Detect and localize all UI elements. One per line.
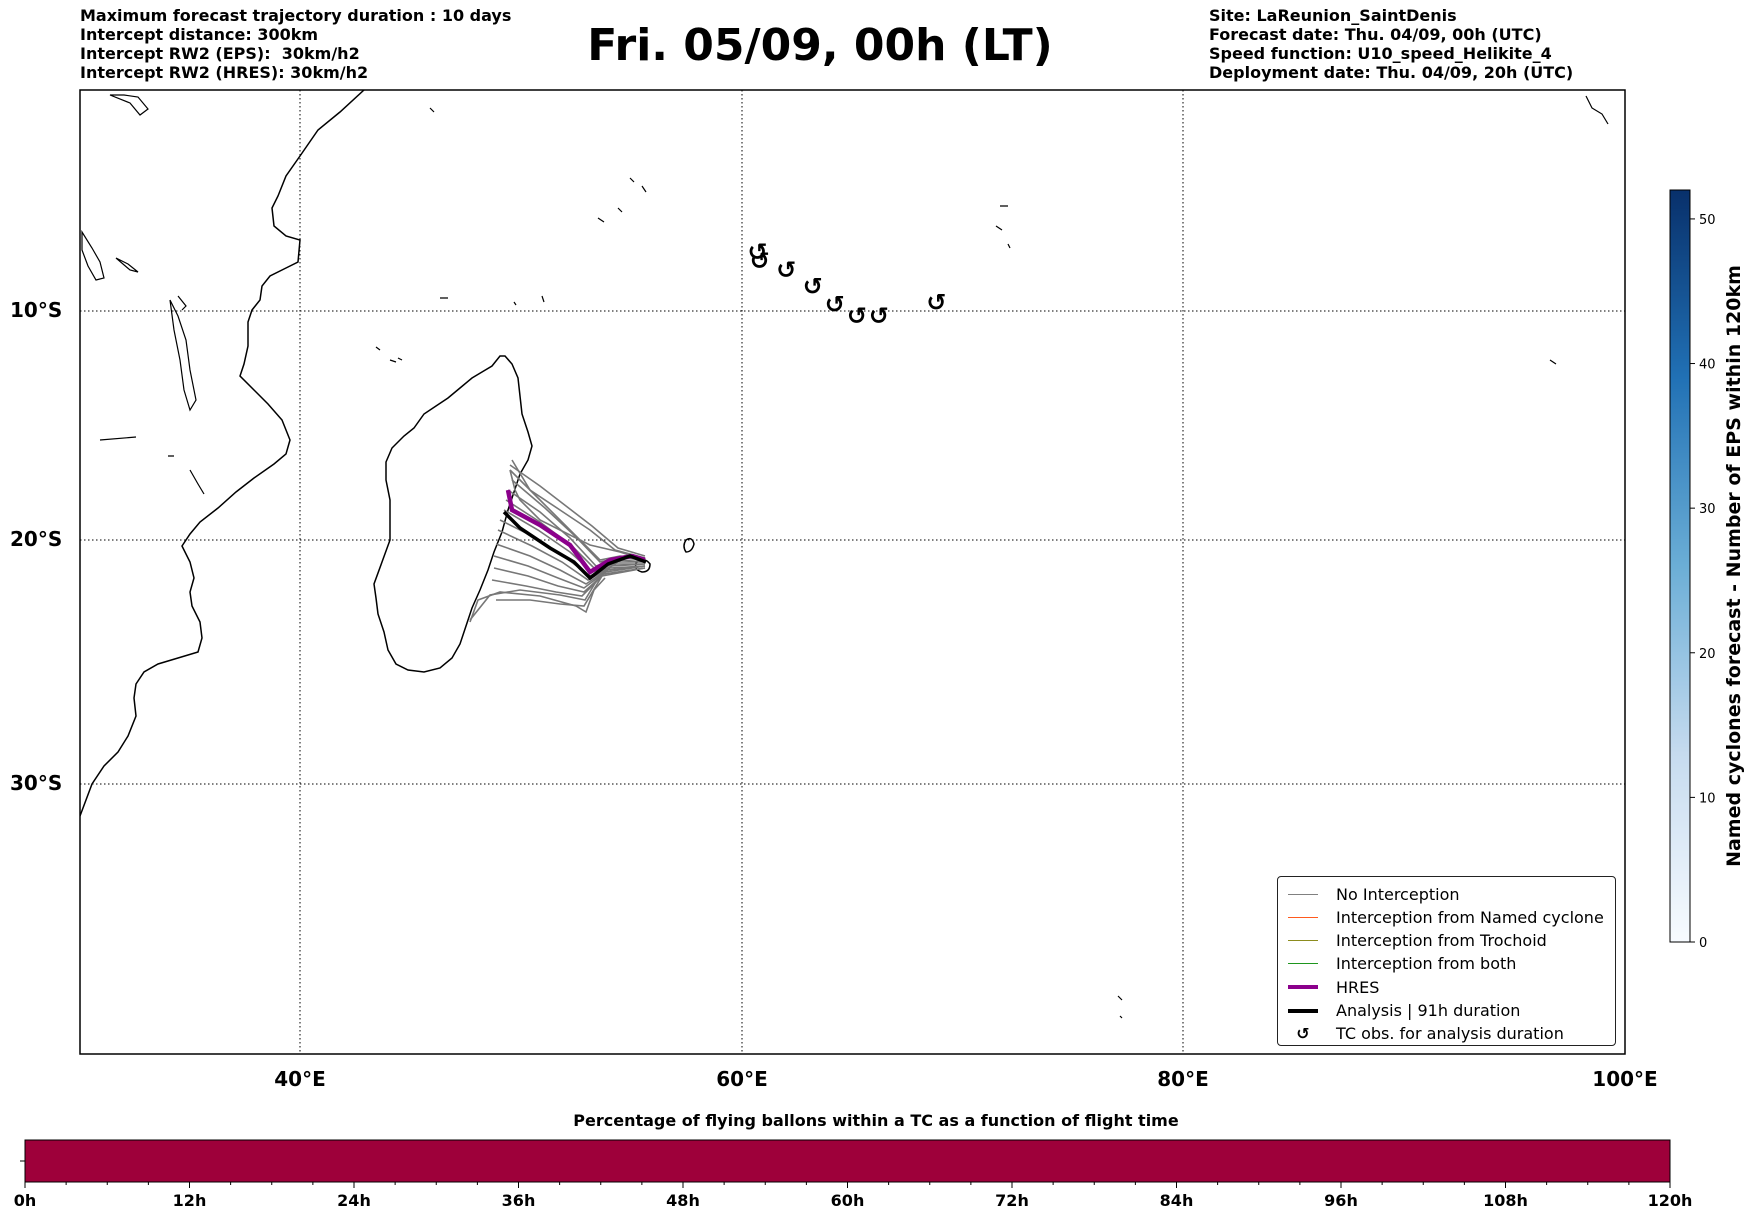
bottom-colorbar-tick-label: 120h: [1648, 1191, 1693, 1210]
site-text: Site: LaReunion_SaintDenis: [1209, 6, 1457, 25]
legend-item: Interception from both: [1284, 953, 1516, 975]
lat-labels: 10°S 20°S 30°S: [10, 298, 62, 795]
intercept-distance-text: Intercept distance: 300km: [80, 25, 319, 44]
bottom-colorbar-title: Percentage of flying ballons within a TC…: [573, 1111, 1179, 1130]
bottom-colorbar-tick-label: 24h: [337, 1191, 371, 1210]
lat-label-10s: 10°S: [10, 298, 62, 322]
page-title: Fri. 05/09, 00h (LT): [587, 20, 1053, 71]
header-right: Site: LaReunion_SaintDenis Forecast date…: [1209, 6, 1573, 82]
lon-label-40e: 40°E: [274, 1067, 326, 1091]
legend-label: Interception from Trochoid: [1336, 931, 1547, 951]
max-duration-text: Maximum forecast trajectory duration : 1…: [80, 6, 512, 25]
bottom-colorbar-tick-label: 12h: [173, 1191, 207, 1210]
forecast-date-text: Forecast date: Thu. 04/09, 00h (UTC): [1209, 25, 1542, 44]
tc-obs-symbol: ↺: [869, 302, 889, 330]
tc-obs-symbol: ↺: [776, 256, 796, 284]
tc-obs-symbol: ↺: [825, 291, 845, 319]
right-colorbar-tick-label: 20: [1699, 647, 1716, 662]
bottom-colorbar-tick-label: 84h: [1160, 1191, 1194, 1210]
right-colorbar-ticks: 0 10 20 30 40 50: [1690, 213, 1716, 951]
lon-label-60e: 60°E: [716, 1067, 768, 1091]
tc-obs-symbol: ↺: [748, 238, 768, 266]
legend-swatch: [1284, 957, 1322, 971]
tc-obs-symbol: ↺: [847, 302, 867, 330]
legend-label: Analysis | 91h duration: [1336, 1001, 1521, 1020]
bottom-colorbar: [24, 1139, 1671, 1183]
tc-obs-symbol: ↺: [926, 288, 946, 316]
tc-obs-symbol: ↺: [750, 247, 770, 275]
bottom-colorbar-tick-label: 60h: [831, 1191, 865, 1210]
legend-item: Analysis | 91h duration: [1284, 1000, 1520, 1022]
intercept-hres-text: Intercept RW2 (HRES): 30km/h2: [80, 63, 369, 82]
legend-label: HRES: [1336, 977, 1380, 997]
bottom-colorbar-ticks: 0h 12h 24h 36h 48h 60h 72h 84h 96h 108h 120h: [14, 1182, 1693, 1210]
legend: No Interception Interception from Named c…: [1277, 876, 1616, 1046]
lon-labels: 40°E 60°E 80°E 100°E: [274, 1067, 1657, 1091]
bottom-colorbar-tick-label: 96h: [1324, 1191, 1358, 1210]
legend-swatch: [1284, 980, 1322, 994]
right-colorbar-label: Named cyclones forecast - Number of EPS …: [1723, 265, 1745, 867]
right-colorbar-label-text: Named cyclones forecast - Number of EPS …: [1723, 265, 1745, 867]
lon-label-100e: 100°E: [1592, 1067, 1657, 1091]
legend-label: No Interception: [1336, 884, 1460, 904]
legend-label: Interception from Named cyclone: [1336, 907, 1604, 927]
bottom-colorbar-tick-label: 108h: [1483, 1191, 1528, 1210]
legend-item: HRES: [1284, 976, 1379, 998]
bottom-colorbar-tick-label: 0h: [14, 1191, 37, 1210]
legend-item: Interception from Trochoid: [1284, 930, 1547, 952]
deployment-date-text: Deployment date: Thu. 04/09, 20h (UTC): [1209, 63, 1574, 82]
legend-swatch: [1284, 1004, 1322, 1018]
africa-coastline: [80, 90, 365, 817]
map-frame: [79, 89, 1626, 1055]
coastlines: [80, 90, 1609, 1019]
tc-obs-symbol: ↺: [803, 272, 823, 300]
analysis-trajectory: [502, 510, 647, 581]
bottom-colorbar-tick-label: 72h: [995, 1191, 1029, 1210]
legend-swatch: [1284, 887, 1322, 901]
bottom-colorbar-tick-label: 36h: [502, 1191, 536, 1210]
legend-label: Interception from both: [1336, 954, 1517, 974]
legend-label: TC obs. for analysis duration: [1336, 1024, 1564, 1044]
mauritius-island: [683, 537, 695, 553]
legend-swatch: [1284, 910, 1322, 924]
lat-label-30s: 30°S: [10, 771, 62, 795]
legend-item: No Interception: [1284, 883, 1460, 905]
right-colorbar-tick-label: 50: [1699, 213, 1716, 228]
right-colorbar-tick-label: 30: [1699, 502, 1716, 517]
legend-swatch: [1284, 934, 1322, 948]
eps-trajectories: [469, 459, 646, 623]
legend-swatch: ↺: [1296, 1023, 1310, 1043]
madagascar-coastline: [373, 355, 533, 673]
legend-item: Interception from Named cyclone: [1284, 906, 1604, 928]
tc-observations: ↺↺ ↺↺↺ ↺ ↺ ↺: [748, 238, 947, 330]
lat-label-20s: 20°S: [10, 527, 62, 551]
intercept-eps-text: Intercept RW2 (EPS): 30km/h2: [80, 44, 360, 63]
right-colorbar-tick-label: 0: [1699, 936, 1707, 951]
right-colorbar-tick-label: 10: [1699, 791, 1716, 806]
lon-label-80e: 80°E: [1157, 1067, 1209, 1091]
bottom-colorbar-tick-label: 48h: [666, 1191, 700, 1210]
speed-function-text: Speed function: U10_speed_Helikite_4: [1209, 44, 1552, 63]
legend-item: ↺ TC obs. for analysis duration: [1284, 1023, 1564, 1045]
right-colorbar-tick-label: 40: [1699, 358, 1716, 373]
small-islands: [81, 94, 1609, 1019]
header-left: Maximum forecast trajectory duration : 1…: [80, 6, 511, 82]
right-colorbar: [1669, 189, 1691, 943]
gridlines: [80, 90, 1625, 1054]
